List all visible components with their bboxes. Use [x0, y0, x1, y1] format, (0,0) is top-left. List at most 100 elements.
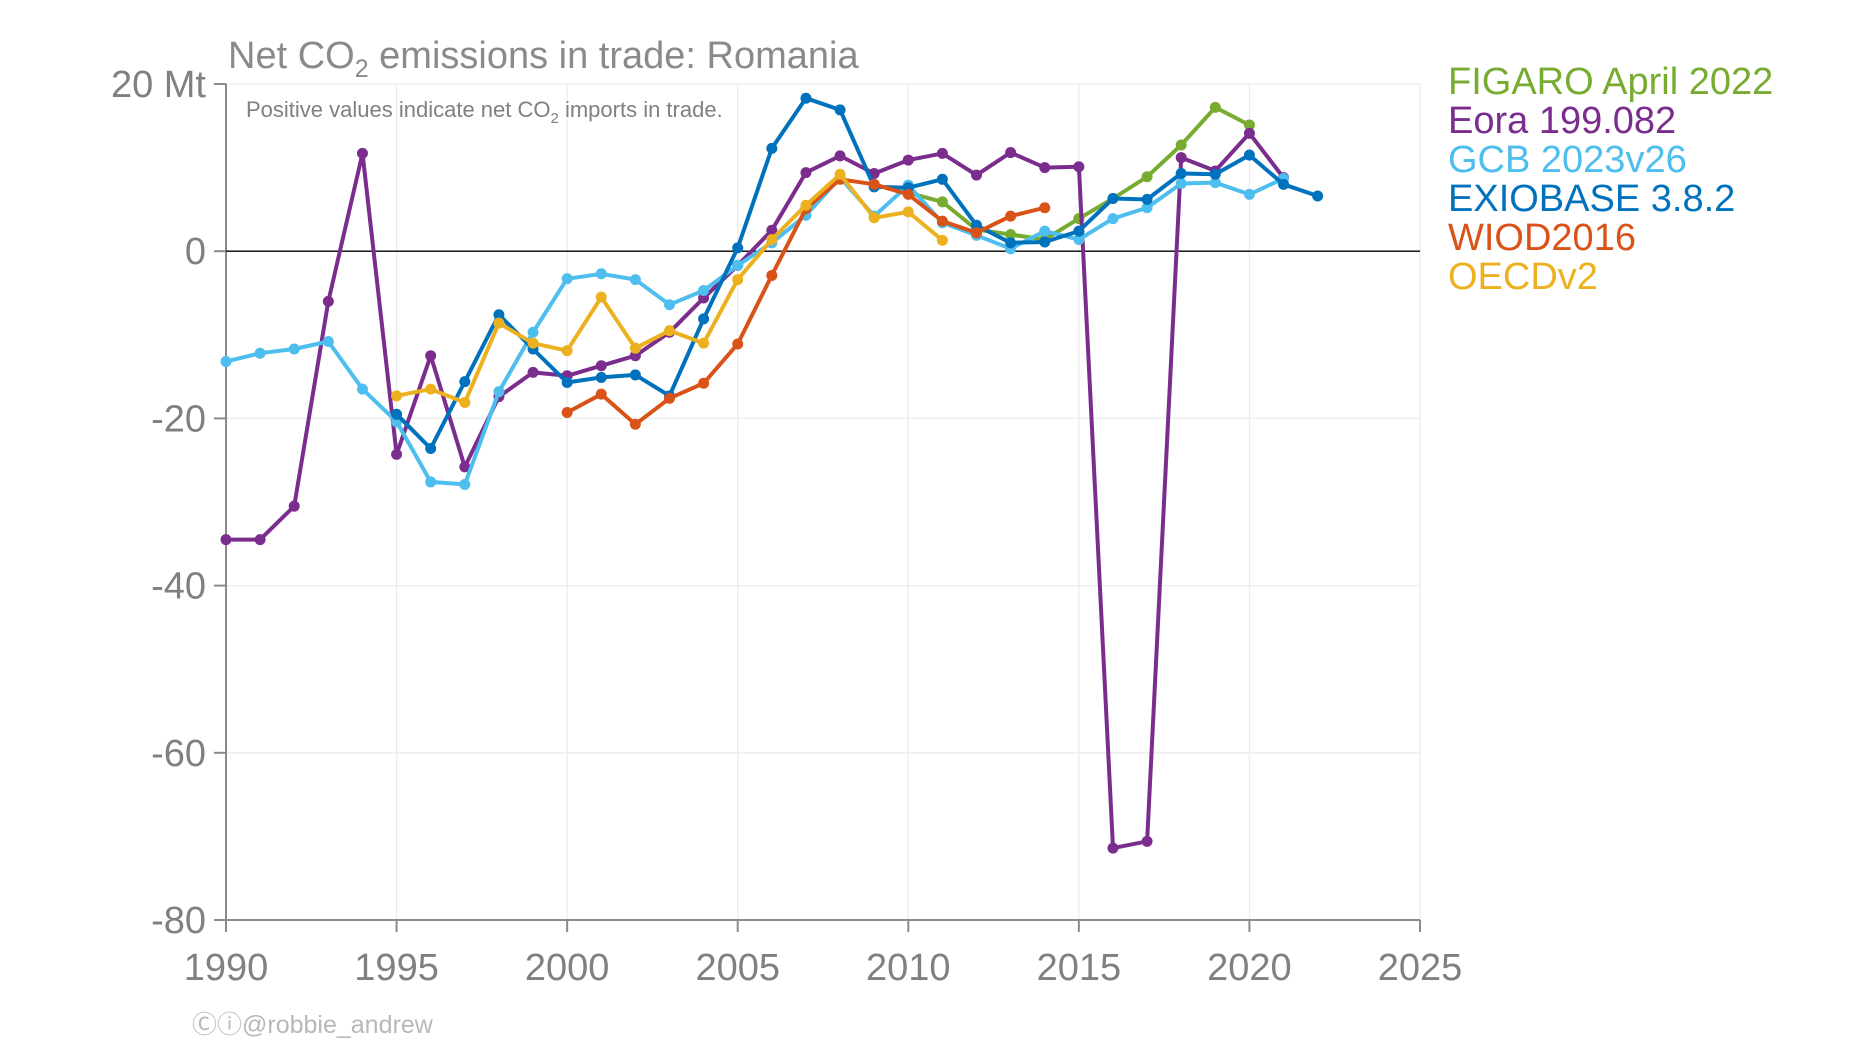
data-point-oecdv2	[493, 317, 505, 329]
chart-subtitle: Positive values indicate net CO2 imports…	[246, 97, 723, 127]
data-point-gcb-2023v26	[356, 383, 368, 395]
data-point-gcb-2023v26	[1175, 177, 1187, 189]
data-point-exiobase-3-8-2	[834, 104, 846, 116]
data-point-eora-199-082	[1175, 152, 1187, 164]
data-point-oecdv2	[936, 234, 948, 246]
data-point-gcb-2023v26	[527, 326, 539, 338]
data-point-oecdv2	[629, 342, 641, 354]
data-point-oecdv2	[459, 397, 471, 409]
author-credit: Ⓒⓘ@robbie_andrew	[192, 1011, 434, 1039]
data-point-oecdv2	[425, 383, 437, 395]
data-point-oecdv2	[698, 337, 710, 349]
data-point-gcb-2023v26	[732, 259, 744, 271]
data-point-gcb-2023v26	[425, 476, 437, 488]
data-point-eora-199-082	[971, 169, 983, 181]
data-point-eora-199-082	[800, 167, 812, 179]
data-point-gcb-2023v26	[1209, 177, 1221, 189]
data-point-oecdv2	[527, 337, 539, 349]
data-point-wiod2016	[629, 418, 641, 430]
data-point-eora-199-082	[834, 150, 846, 162]
data-point-gcb-2023v26	[1141, 202, 1153, 214]
series-line-gcb-2023v26	[224, 175, 1286, 487]
data-point-oecdv2	[732, 274, 744, 286]
data-point-exiobase-3-8-2	[629, 369, 641, 381]
data-point-eora-199-082	[391, 448, 403, 460]
data-point-wiod2016	[1039, 202, 1051, 214]
y-tick-label: -20	[151, 398, 206, 440]
data-point-gcb-2023v26	[254, 347, 266, 359]
data-point-wiod2016	[732, 338, 744, 350]
data-point-exiobase-3-8-2	[391, 408, 403, 420]
data-point-eora-199-082	[1005, 147, 1017, 159]
data-point-exiobase-3-8-2	[493, 309, 505, 321]
data-point-wiod2016	[936, 215, 948, 227]
data-point-exiobase-3-8-2	[766, 142, 778, 154]
data-point-exiobase-3-8-2	[1243, 149, 1255, 161]
data-point-gcb-2023v26	[1039, 225, 1051, 237]
x-tick-label: 2015	[1037, 947, 1122, 989]
data-point-eora-199-082	[595, 360, 607, 372]
y-tick-label: 0	[185, 231, 206, 273]
data-point-exiobase-3-8-2	[1073, 225, 1085, 237]
data-point-oecdv2	[595, 291, 607, 303]
data-point-figaro-april-2022	[1141, 171, 1153, 183]
gridlines	[226, 83, 1421, 920]
data-point-oecdv2	[391, 390, 403, 402]
data-point-gcb-2023v26	[1243, 188, 1255, 200]
data-point-exiobase-3-8-2	[698, 313, 710, 325]
data-point-gcb-2023v26	[663, 299, 675, 311]
data-point-eora-199-082	[459, 461, 471, 473]
data-point-exiobase-3-8-2	[1141, 193, 1153, 205]
data-point-exiobase-3-8-2	[800, 92, 812, 104]
x-tick-label: 1990	[184, 947, 269, 989]
series-line-oecdv2	[394, 172, 945, 405]
data-point-eora-199-082	[254, 534, 266, 546]
data-point-gcb-2023v26	[561, 273, 573, 285]
data-point-gcb-2023v26	[698, 284, 710, 296]
data-point-eora-199-082	[1039, 162, 1051, 174]
legend-item-eora-199-082: Eora 199.082	[1448, 100, 1676, 142]
legend-item-wiod2016: WIOD2016	[1448, 217, 1636, 259]
legend-item-exiobase-3-8-2: EXIOBASE 3.8.2	[1448, 178, 1735, 220]
series-eora-199-082	[220, 127, 1290, 854]
data-point-figaro-april-2022	[936, 196, 948, 208]
data-point-gcb-2023v26	[629, 274, 641, 286]
data-point-wiod2016	[902, 188, 914, 200]
data-point-eora-199-082	[527, 366, 539, 378]
data-point-wiod2016	[561, 407, 573, 419]
data-point-eora-199-082	[1107, 842, 1119, 854]
data-point-gcb-2023v26	[459, 478, 471, 490]
data-point-exiobase-3-8-2	[1312, 190, 1324, 202]
series-line-eora-199-082	[224, 131, 1286, 851]
data-point-wiod2016	[595, 388, 607, 400]
data-point-gcb-2023v26	[322, 335, 334, 347]
y-tick-label: -40	[151, 566, 206, 608]
data-point-eora-199-082	[425, 350, 437, 362]
x-tick-label: 1995	[354, 947, 439, 989]
data-point-wiod2016	[1005, 210, 1017, 222]
data-point-exiobase-3-8-2	[732, 242, 744, 254]
data-point-eora-199-082	[322, 295, 334, 307]
data-point-eora-199-082	[220, 534, 232, 546]
data-point-eora-199-082	[902, 154, 914, 166]
x-tick-label: 2005	[695, 947, 780, 989]
data-point-exiobase-3-8-2	[595, 371, 607, 383]
data-point-wiod2016	[971, 227, 983, 239]
data-point-exiobase-3-8-2	[561, 376, 573, 388]
data-point-wiod2016	[698, 377, 710, 389]
series-oecdv2	[391, 168, 948, 409]
data-point-exiobase-3-8-2	[1005, 237, 1017, 249]
data-point-figaro-april-2022	[1175, 139, 1187, 151]
data-point-oecdv2	[766, 233, 778, 245]
y-tick-label: -80	[151, 900, 206, 942]
legend-item-oecdv2: OECDv2	[1448, 256, 1598, 298]
x-tick-label: 2025	[1378, 947, 1463, 989]
data-point-exiobase-3-8-2	[1039, 236, 1051, 248]
x-tick-label: 2020	[1207, 947, 1292, 989]
data-point-eora-199-082	[936, 147, 948, 159]
data-point-eora-199-082	[629, 350, 641, 362]
data-point-exiobase-3-8-2	[971, 219, 983, 231]
data-point-eora-199-082	[288, 500, 300, 512]
chart-title: Net CO2 emissions in trade: Romania	[228, 35, 859, 83]
